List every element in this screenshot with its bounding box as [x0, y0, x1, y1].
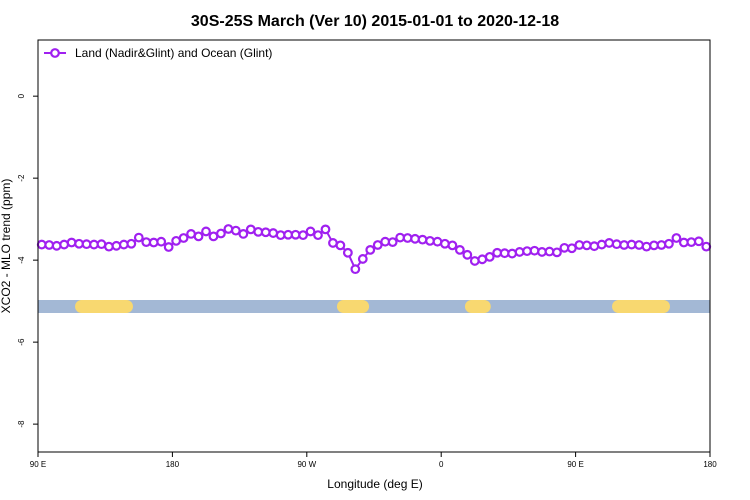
data-point: [193, 231, 204, 242]
data-point: [66, 237, 77, 248]
land-segment: [75, 300, 133, 313]
land-segment: [612, 300, 670, 313]
x-tick-label: 90 E: [567, 460, 583, 469]
data-point: [484, 251, 495, 262]
data-point: [664, 238, 674, 249]
data-point: [178, 233, 189, 243]
y-tick-label: -4: [17, 256, 26, 264]
data-point: [454, 244, 465, 255]
data-point: [342, 247, 353, 258]
legend-marker: [50, 48, 60, 58]
data-point: [230, 225, 241, 236]
data-point: [447, 240, 458, 251]
y-tick-label: -6: [17, 338, 26, 346]
chart-title: 30S-25S March (Ver 10) 2015-01-01 to 202…: [191, 13, 559, 30]
data-point: [126, 238, 137, 249]
x-tick-label: 90 E: [30, 460, 46, 469]
data-point: [238, 229, 249, 239]
data-point: [641, 241, 652, 252]
x-axis-label: Longitude (deg E): [327, 477, 422, 491]
data-point: [656, 240, 667, 250]
data-point: [604, 238, 615, 248]
y-tick-label: 0: [17, 93, 26, 98]
data-point: [216, 228, 226, 239]
data-point: [469, 256, 480, 266]
data-point: [552, 247, 562, 258]
data-point: [440, 238, 450, 249]
data-point: [350, 264, 361, 275]
data-point: [596, 239, 607, 250]
data-point: [305, 226, 316, 237]
data-point: [701, 241, 712, 252]
data-point: [671, 233, 682, 243]
data-point: [529, 245, 540, 256]
y-axis-label: XCO2 - MLO trend (ppm): [0, 179, 13, 314]
legend-label: Land (Nadir&Glint) and Ocean (Glint): [75, 46, 272, 60]
plot-frame: [37, 39, 711, 453]
data-point: [507, 248, 518, 259]
data-point: [133, 232, 144, 243]
data-point: [156, 236, 167, 247]
data-point: [462, 249, 473, 260]
data-point: [163, 242, 174, 252]
ocean-strip: [38, 300, 710, 313]
data-point: [566, 243, 577, 254]
x-tick-label: 90 W: [297, 460, 316, 469]
data-point: [693, 236, 704, 247]
x-tick-label: 180: [703, 460, 717, 469]
data-point: [365, 244, 376, 255]
data-point: [313, 230, 323, 241]
data-point: [51, 240, 62, 251]
data-point: [634, 240, 644, 250]
y-tick-label: -2: [17, 174, 26, 182]
data-point: [223, 224, 234, 234]
land-segment: [336, 300, 370, 313]
x-tick-label: 180: [166, 460, 180, 469]
data-point: [201, 226, 211, 237]
data-point: [111, 240, 122, 251]
x-tick-label: 0: [439, 460, 444, 469]
data-point: [387, 237, 398, 248]
data-point: [335, 240, 346, 251]
data-point: [320, 224, 331, 235]
land-segment: [464, 300, 491, 313]
data-point: [589, 241, 600, 252]
data-point: [357, 254, 368, 264]
data-point: [417, 234, 428, 245]
data-point: [372, 240, 383, 250]
data-point: [298, 230, 308, 241]
y-tick-label: -8: [17, 420, 26, 428]
